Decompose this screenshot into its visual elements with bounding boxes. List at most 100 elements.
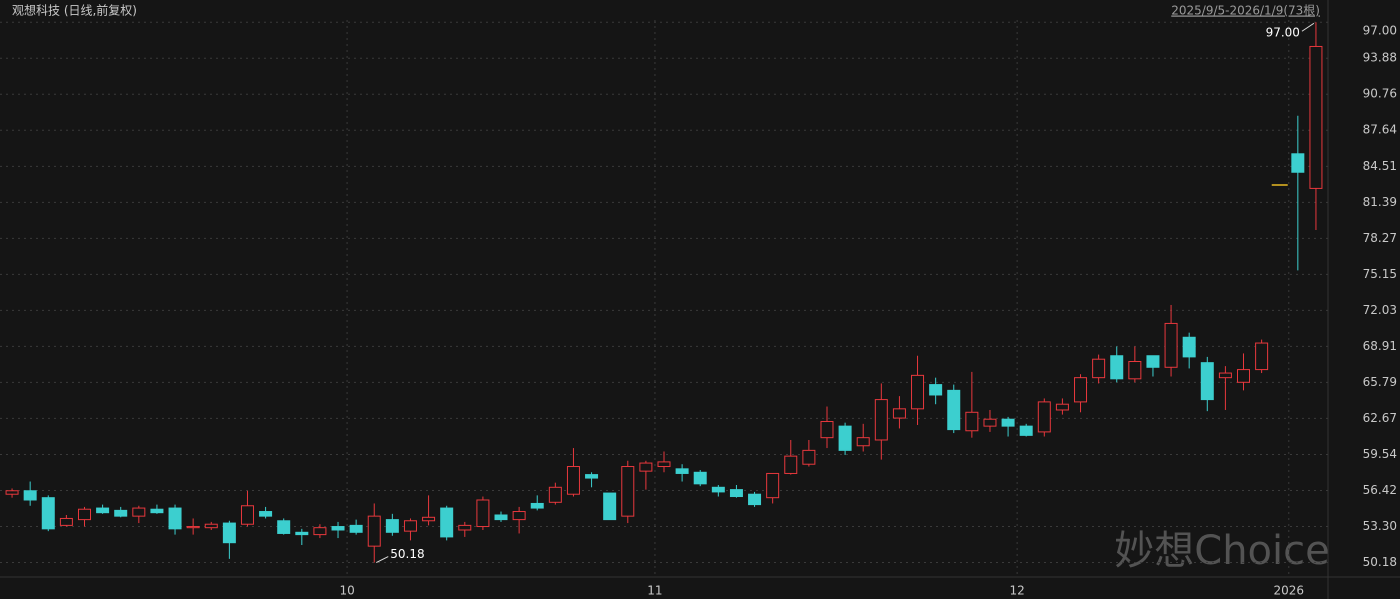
y-tick-label: 78.27 (1363, 231, 1397, 245)
y-tick-label: 93.88 (1363, 51, 1397, 65)
candle-body (422, 516, 436, 522)
candle-body (385, 519, 399, 533)
candle-body (77, 508, 91, 521)
candle-body (892, 408, 906, 419)
y-tick-label: 97.00 (1363, 24, 1397, 38)
candle-body (114, 509, 128, 517)
candle-body (367, 515, 381, 547)
candle-body (1309, 45, 1323, 189)
candle-body (1092, 358, 1106, 379)
candle-body (585, 474, 599, 479)
candle-body (530, 502, 544, 509)
x-tick-label: 11 (647, 584, 662, 598)
candle-body (548, 486, 562, 503)
candle-body (331, 526, 345, 531)
watermark: 妙想Choice (1114, 528, 1329, 574)
candle-body (240, 505, 254, 525)
candle-body (657, 461, 671, 468)
candle-body (748, 493, 762, 506)
y-tick-label: 62.67 (1363, 411, 1397, 425)
candle-body (1218, 372, 1232, 379)
candle-body (1146, 355, 1160, 368)
y-tick-label: 72.03 (1363, 303, 1397, 317)
candle-body (259, 511, 273, 517)
candle-body (929, 384, 943, 396)
candle-body (711, 486, 725, 493)
candle-body (947, 389, 961, 431)
annotation-arrow (1301, 22, 1315, 32)
candle-body (856, 437, 870, 447)
candle-body (874, 399, 888, 441)
annotation-arrow (376, 556, 389, 563)
candle-body (1110, 355, 1124, 380)
candle-body (911, 374, 925, 410)
y-tick-label: 87.64 (1363, 123, 1397, 137)
candle-body (1019, 425, 1033, 436)
candle-body (440, 507, 454, 538)
candle-body (675, 468, 689, 474)
candle-body (1037, 401, 1051, 433)
candle-body (802, 449, 816, 465)
candle-body (820, 421, 834, 439)
candle-body (168, 507, 182, 530)
candle-body (96, 507, 110, 514)
y-tick-label: 56.42 (1363, 483, 1397, 497)
y-tick-label: 75.15 (1363, 267, 1397, 281)
candle-body (59, 517, 73, 526)
candle-body (1055, 403, 1069, 411)
candle-body (41, 497, 55, 530)
candle-body (603, 492, 617, 521)
x-tick-label: 10 (339, 584, 354, 598)
candle-body (1001, 418, 1015, 427)
candle-body (784, 455, 798, 474)
candle-body (838, 425, 852, 451)
y-tick-label: 59.54 (1363, 447, 1397, 461)
y-tick-label: 81.39 (1363, 195, 1397, 209)
candle-body (1255, 342, 1269, 371)
candle-body (766, 472, 780, 499)
candle-body (639, 462, 653, 472)
chart-title: 观想科技 (日线,前复权) (12, 3, 137, 18)
candle-body (186, 526, 200, 529)
candle-body (494, 514, 508, 521)
y-tick-label: 68.91 (1363, 339, 1397, 353)
candle-body (204, 523, 218, 529)
y-tick-label: 50.18 (1363, 555, 1397, 569)
candle-body (1164, 322, 1178, 368)
candle-body (566, 466, 580, 495)
candle-body (403, 520, 417, 532)
y-tick-label: 90.76 (1363, 87, 1397, 101)
x-tick-label: 2026 (1274, 584, 1305, 598)
candle-body (1182, 336, 1196, 358)
candle-body (23, 490, 37, 501)
candle-body (476, 499, 490, 528)
candle-body (693, 471, 707, 485)
candle-body (1200, 362, 1214, 401)
candle-body (132, 507, 146, 517)
candle-body (1074, 377, 1088, 403)
x-tick-label: 12 (1009, 584, 1024, 598)
candle-body (1237, 369, 1251, 383)
candle-body (1128, 361, 1142, 380)
date-range[interactable]: 2025/9/5-2026/1/9(73根) (1171, 4, 1320, 18)
candle-body (621, 466, 635, 517)
candle-body (729, 489, 743, 498)
candle-body (1291, 153, 1305, 173)
y-tick-label: 65.79 (1363, 375, 1397, 389)
candle-body (983, 418, 997, 427)
candle-body (277, 520, 291, 534)
y-tick-label: 84.51 (1363, 159, 1397, 173)
candle-body (512, 511, 526, 521)
candle-body (965, 411, 979, 432)
candle-body (458, 524, 472, 531)
candle-body (5, 490, 19, 495)
candle-body (150, 508, 164, 514)
candle-body (295, 531, 309, 536)
annotation: 50.18 (390, 547, 424, 561)
candle-body (349, 524, 363, 533)
candle-body (222, 522, 236, 544)
annotation: 97.00 (1266, 26, 1300, 40)
candle-body (313, 527, 327, 536)
